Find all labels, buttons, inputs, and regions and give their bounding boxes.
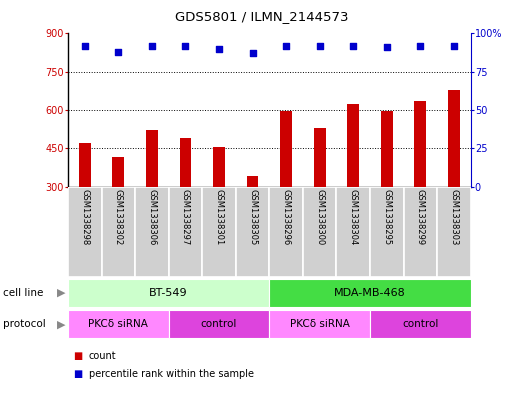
Bar [404, 187, 437, 277]
Text: GSM1338301: GSM1338301 [214, 189, 223, 246]
Bar [168, 187, 202, 277]
Bar [370, 310, 471, 338]
Text: GSM1338295: GSM1338295 [382, 189, 391, 246]
Bar [179, 138, 191, 187]
Bar [269, 279, 471, 307]
Bar [448, 90, 460, 187]
Bar [213, 147, 225, 187]
Text: MDA-MB-468: MDA-MB-468 [334, 288, 406, 298]
Text: GSM1338299: GSM1338299 [416, 189, 425, 246]
Point [81, 42, 89, 49]
Text: GSM1338297: GSM1338297 [181, 189, 190, 246]
Point [416, 42, 425, 49]
Bar [269, 310, 370, 338]
Bar [347, 104, 359, 187]
Text: ▶: ▶ [57, 319, 65, 329]
Bar [146, 130, 158, 187]
Text: ▶: ▶ [57, 288, 65, 298]
Point [450, 42, 458, 49]
Text: GSM1338303: GSM1338303 [449, 189, 459, 246]
Text: GSM1338306: GSM1338306 [147, 189, 156, 246]
Bar [280, 111, 292, 187]
Text: GSM1338305: GSM1338305 [248, 189, 257, 246]
Point [248, 50, 257, 57]
Bar [437, 187, 471, 277]
Text: cell line: cell line [3, 288, 43, 298]
Bar [68, 310, 168, 338]
Text: GSM1338298: GSM1338298 [80, 189, 89, 246]
Bar [112, 157, 124, 187]
Bar [381, 111, 393, 187]
Bar [415, 101, 426, 187]
Text: ■: ■ [73, 369, 83, 379]
Bar [269, 187, 303, 277]
Point [349, 42, 357, 49]
Bar [68, 187, 101, 277]
Point [147, 42, 156, 49]
Text: BT-549: BT-549 [150, 288, 188, 298]
Bar [236, 187, 269, 277]
Text: protocol: protocol [3, 319, 46, 329]
Bar [101, 187, 135, 277]
Bar [247, 176, 258, 187]
Bar [314, 128, 325, 187]
Bar [168, 310, 269, 338]
Text: GSM1338304: GSM1338304 [349, 189, 358, 246]
Text: count: count [89, 351, 117, 361]
Bar [336, 187, 370, 277]
Bar [135, 187, 168, 277]
Point [383, 44, 391, 50]
Bar [202, 187, 236, 277]
Text: control: control [201, 319, 237, 329]
Bar [303, 187, 336, 277]
Text: percentile rank within the sample: percentile rank within the sample [89, 369, 254, 379]
Point [181, 42, 190, 49]
Text: GSM1338300: GSM1338300 [315, 189, 324, 246]
Bar [370, 187, 404, 277]
Bar [79, 143, 90, 187]
Text: GDS5801 / ILMN_2144573: GDS5801 / ILMN_2144573 [175, 10, 348, 23]
Text: PKCδ siRNA: PKCδ siRNA [88, 319, 148, 329]
Point [315, 42, 324, 49]
Text: GSM1338302: GSM1338302 [114, 189, 123, 246]
Text: ■: ■ [73, 351, 83, 361]
Text: PKCδ siRNA: PKCδ siRNA [290, 319, 349, 329]
Point [114, 49, 122, 55]
Bar [68, 279, 269, 307]
Text: control: control [402, 319, 439, 329]
Text: GSM1338296: GSM1338296 [281, 189, 291, 246]
Point [282, 42, 290, 49]
Point [215, 46, 223, 52]
